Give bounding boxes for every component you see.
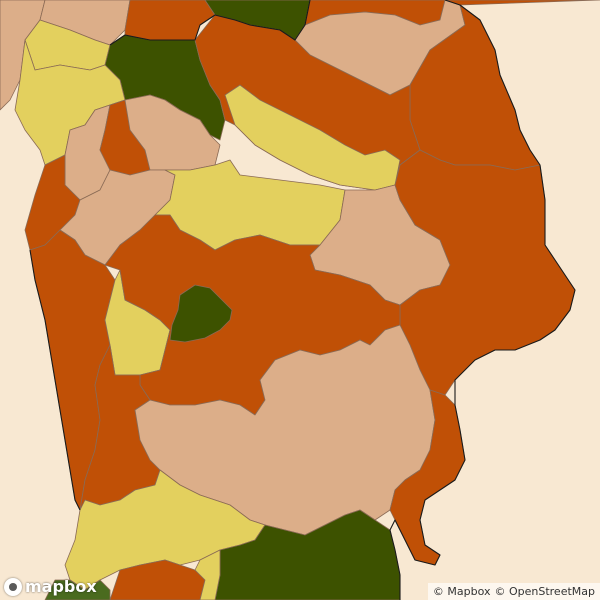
mapbox-logo-icon [4,577,22,596]
coastline [29,249,81,511]
map-attribution: © Mapbox © OpenStreetMap [427,583,600,600]
region-yellow-c1[interactable] [224,84,401,191]
region-green-c[interactable] [169,284,233,343]
attribution-osm-link[interactable]: © OpenStreetMap [494,585,595,598]
mapbox-logo[interactable]: mapbox [4,577,97,596]
region-yellow-s2[interactable] [194,549,221,600]
region-tan-c1[interactable] [124,94,221,171]
internal-border [109,0,311,46]
mapbox-logo-text: mapbox [25,577,97,596]
region-green-s[interactable] [214,509,401,600]
province-outline [389,0,576,600]
region-olive-sw[interactable] [44,579,111,600]
attribution-mapbox-link[interactable]: © Mapbox [432,585,491,598]
